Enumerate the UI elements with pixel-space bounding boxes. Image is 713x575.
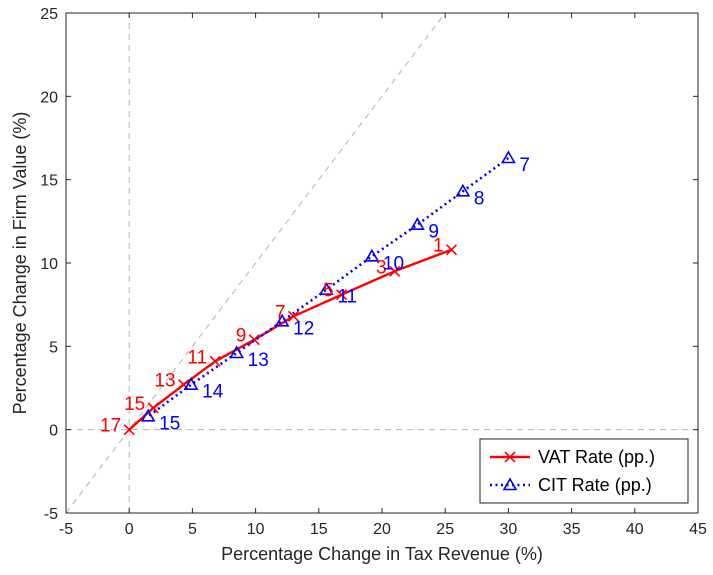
series-0-marker: [147, 402, 159, 414]
series-1-point-label: 13: [248, 350, 269, 371]
y-tick-label: 5: [49, 339, 58, 356]
y-tick-label: 15: [40, 173, 58, 190]
series-0-point-label: 7: [275, 302, 286, 323]
legend-box: [479, 438, 689, 504]
legend-label-1: CIT Rate (pp.): [538, 475, 652, 495]
x-tick-label: 20: [373, 521, 391, 538]
series-1-point-label: 8: [474, 188, 485, 209]
series-0-point-label: 5: [323, 281, 334, 302]
series-1-marker: [364, 248, 380, 262]
series-1-marker: [455, 183, 471, 197]
x-tick-label: -5: [59, 521, 73, 538]
series-0-marker: [445, 244, 458, 256]
y-tick-label: 25: [40, 6, 58, 23]
legend-swatch-marker-0: [504, 451, 516, 463]
x-tick-label: 40: [626, 521, 644, 538]
x-tick-label: 5: [188, 521, 197, 538]
series-1-marker: [140, 408, 156, 422]
x-tick-label: 45: [689, 521, 707, 538]
series-0-point-label: 17: [100, 416, 121, 437]
y-tick-label: 20: [40, 89, 58, 106]
y-tick-label: -5: [44, 506, 58, 523]
series-1-marker: [229, 345, 245, 359]
series-1-marker: [319, 282, 334, 295]
series-layer: [123, 150, 516, 436]
series-1-point-label: 7: [519, 155, 530, 176]
series-0-marker: [335, 289, 348, 301]
series-1-point-label: 11: [337, 287, 357, 308]
series-1-point-label: 14: [202, 382, 224, 403]
x-axis-label: Percentage Change in Tax Revenue (%): [221, 544, 543, 564]
x-tick-label: 10: [247, 521, 265, 538]
x-tick-label: 30: [500, 521, 518, 538]
series-1-point-label: 9: [428, 222, 439, 243]
series-0-marker: [209, 355, 221, 367]
legend: VAT Rate (pp.) CIT Rate (pp.): [479, 438, 689, 504]
x-tick-label: 0: [125, 521, 134, 538]
series-0-marker: [123, 424, 135, 436]
series-0-point-label: 9: [236, 326, 247, 347]
legend-label-0: VAT Rate (pp.): [538, 447, 655, 467]
series-1-point-label: 15: [159, 413, 180, 434]
series-0-point-label: 1: [433, 236, 444, 257]
series-1-marker: [501, 150, 516, 164]
series-0-marker: [248, 334, 260, 346]
x-tick-label: 15: [310, 521, 328, 538]
series-0-point-label: 11: [187, 347, 207, 368]
series-0-marker: [287, 310, 300, 322]
series-0-marker: [177, 379, 190, 391]
y-tick-label: 10: [40, 256, 58, 273]
y-axis-label: Percentage Change in Firm Value (%): [10, 112, 30, 415]
series-1-point-label: 12: [293, 318, 314, 339]
y-tick-label: 0: [49, 423, 58, 440]
series-0-point-label: 13: [154, 371, 175, 392]
series-1-marker: [274, 313, 290, 327]
x-tick-label: 25: [436, 521, 454, 538]
series-0-point-label: 15: [124, 394, 145, 415]
series-1-marker: [183, 377, 199, 390]
series-0-point-label: 3: [376, 257, 387, 278]
series-1-point-label: 10: [383, 253, 404, 274]
legend-swatch-marker-1: [502, 477, 518, 491]
series-0-marker: [389, 265, 401, 277]
x-tick-label: 35: [563, 521, 581, 538]
series-1-marker: [410, 217, 425, 230]
